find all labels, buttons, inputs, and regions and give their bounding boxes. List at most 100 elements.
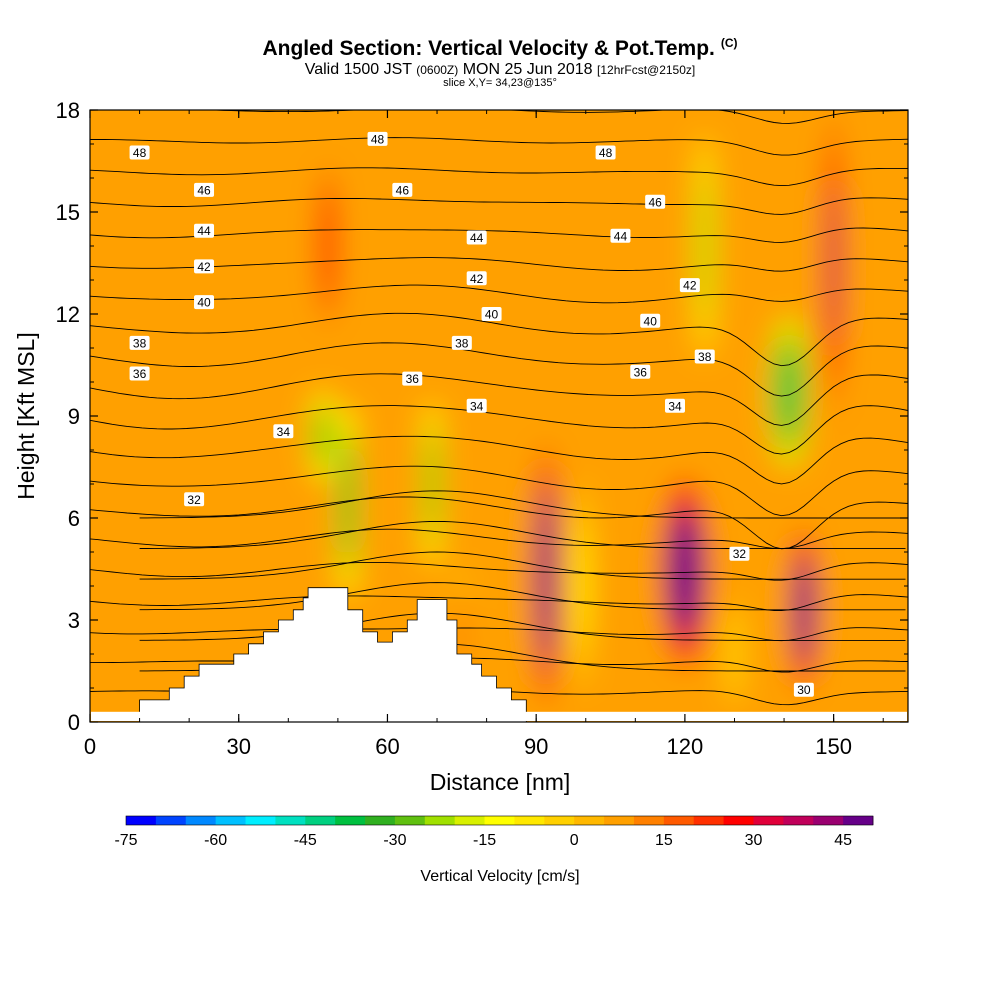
y-axis-label: Height [Kft MSL]	[13, 332, 39, 499]
contour-label-7: 44	[466, 230, 487, 245]
vv-feature-8	[423, 402, 441, 566]
contour-label-16: 38	[451, 335, 472, 350]
contour-label-20: 36	[630, 364, 651, 379]
svg-text:36: 36	[133, 367, 147, 381]
colorbar-swatch-6	[305, 816, 336, 825]
contour-label-17: 38	[694, 349, 715, 364]
contour-label-6: 44	[194, 223, 215, 238]
colorbar-tick-label-6: 15	[655, 832, 673, 849]
x-axis-label: Distance [nm]	[430, 769, 571, 795]
colorbar-tick-label-8: 45	[834, 832, 852, 849]
vv-feature-4	[313, 144, 343, 348]
theta-contour-low-3	[139, 582, 906, 611]
contour-labels: 48 48 48 46 46 46 44 44 44 42 42 42 40 40 40 38 38 38 36 36…	[129, 131, 814, 697]
theta-contour-3	[90, 197, 908, 215]
colorbar-swatch-10	[424, 816, 456, 825]
svg-text:32: 32	[187, 493, 201, 507]
theta-contour-6	[90, 284, 908, 304]
svg-text:42: 42	[197, 260, 211, 274]
contour-label-23: 34	[664, 398, 685, 413]
colorbar-tick-label-4: -15	[473, 832, 496, 849]
contour-label-14: 40	[640, 313, 661, 328]
svg-text:40: 40	[197, 296, 211, 310]
contour-label-25: 32	[729, 546, 750, 561]
svg-text:46: 46	[648, 195, 662, 209]
theta-contour-16	[90, 594, 908, 611]
colorbar-swatch-24	[843, 816, 874, 825]
theta-contour-15	[90, 561, 908, 581]
colorbar-tick-label-1: -60	[204, 832, 227, 849]
chart-title: Angled Section: Vertical Velocity & Pot.…	[0, 36, 1000, 61]
vertical-velocity-field	[90, 110, 908, 722]
utc-time: (0600Z)	[416, 63, 459, 77]
colorbar-swatch-8	[365, 816, 396, 825]
title-text: Angled Section: Vertical Velocity & Pot.…	[262, 37, 715, 60]
colorbar-swatch-2	[185, 816, 217, 825]
theta-contour-low-1	[139, 520, 906, 550]
svg-text:36: 36	[406, 372, 420, 386]
y-tick-label-3: 3	[68, 608, 80, 633]
svg-text:48: 48	[133, 146, 147, 160]
contour-label-26: 30	[793, 682, 814, 697]
contour-label-24: 32	[184, 492, 205, 507]
colorbar: -75 -60 -45 -30 -15 0 15 30 45	[114, 815, 874, 849]
copyright-mark: (C)	[720, 36, 738, 50]
svg-text:32: 32	[733, 547, 747, 561]
svg-text:48: 48	[599, 146, 613, 160]
terrain-polygon	[139, 587, 527, 723]
x-tick-label-60: 60	[375, 734, 399, 759]
svg-text:44: 44	[197, 224, 211, 238]
vv-feature-11	[572, 484, 589, 688]
contour-label-4: 46	[392, 182, 413, 197]
contour-label-9: 42	[194, 259, 215, 274]
x-tick-label-120: 120	[667, 734, 704, 759]
svg-text:38: 38	[698, 350, 712, 364]
theta-contour-8	[90, 342, 908, 397]
colorbar-swatch-9	[394, 816, 426, 825]
vv-feature-9	[769, 317, 809, 468]
svg-text:46: 46	[197, 183, 211, 197]
vv-feature-10	[695, 133, 714, 359]
contour-label-11: 42	[679, 278, 700, 293]
x-tick-label-90: 90	[524, 734, 548, 759]
contour-label-1: 48	[367, 131, 388, 146]
colorbar-swatch-3	[215, 816, 246, 825]
ground-strip	[91, 711, 907, 721]
colorbar-swatch-1	[155, 816, 187, 825]
theta-contour-9	[90, 373, 908, 426]
colorbar-swatch-4	[245, 816, 276, 825]
svg-text:34: 34	[470, 399, 484, 413]
colorbar-swatch-14	[544, 816, 575, 825]
svg-text:38: 38	[455, 336, 469, 350]
x-tick-label-150: 150	[815, 734, 852, 759]
svg-text:30: 30	[797, 683, 811, 697]
contour-label-2: 48	[595, 145, 616, 160]
theta-contour-5	[90, 257, 908, 272]
svg-text:42: 42	[683, 279, 697, 293]
theta-contour-7	[90, 312, 908, 367]
colorbar-swatch-12	[484, 816, 515, 825]
contour-label-10: 42	[466, 271, 487, 286]
svg-text:44: 44	[470, 231, 484, 245]
x-tick-label-0: 0	[84, 734, 96, 759]
svg-text:48: 48	[371, 132, 385, 146]
colorbar-swatch-13	[514, 816, 545, 825]
colorbar-label: Vertical Velocity [cm/s]	[420, 868, 579, 885]
colorbar-tick-label-2: -45	[294, 832, 317, 849]
slice-info: slice X,Y= 34,23@135°	[443, 77, 557, 89]
y-tick-label-0: 0	[68, 710, 80, 735]
y-tick-label-9: 9	[68, 404, 80, 429]
svg-text:46: 46	[396, 183, 410, 197]
colorbar-swatch-23	[813, 816, 844, 825]
colorbar-swatch-22	[783, 816, 814, 825]
terrain-mask	[91, 587, 907, 723]
contour-label-5: 46	[645, 194, 666, 209]
colorbar-tick-label-0: -75	[114, 832, 137, 849]
contour-label-18: 36	[129, 366, 150, 381]
svg-text:42: 42	[470, 272, 484, 286]
theta-contour-1	[90, 137, 908, 156]
valid-date: MON 25 Jun 2018	[462, 61, 593, 78]
theta-contours	[90, 110, 908, 706]
